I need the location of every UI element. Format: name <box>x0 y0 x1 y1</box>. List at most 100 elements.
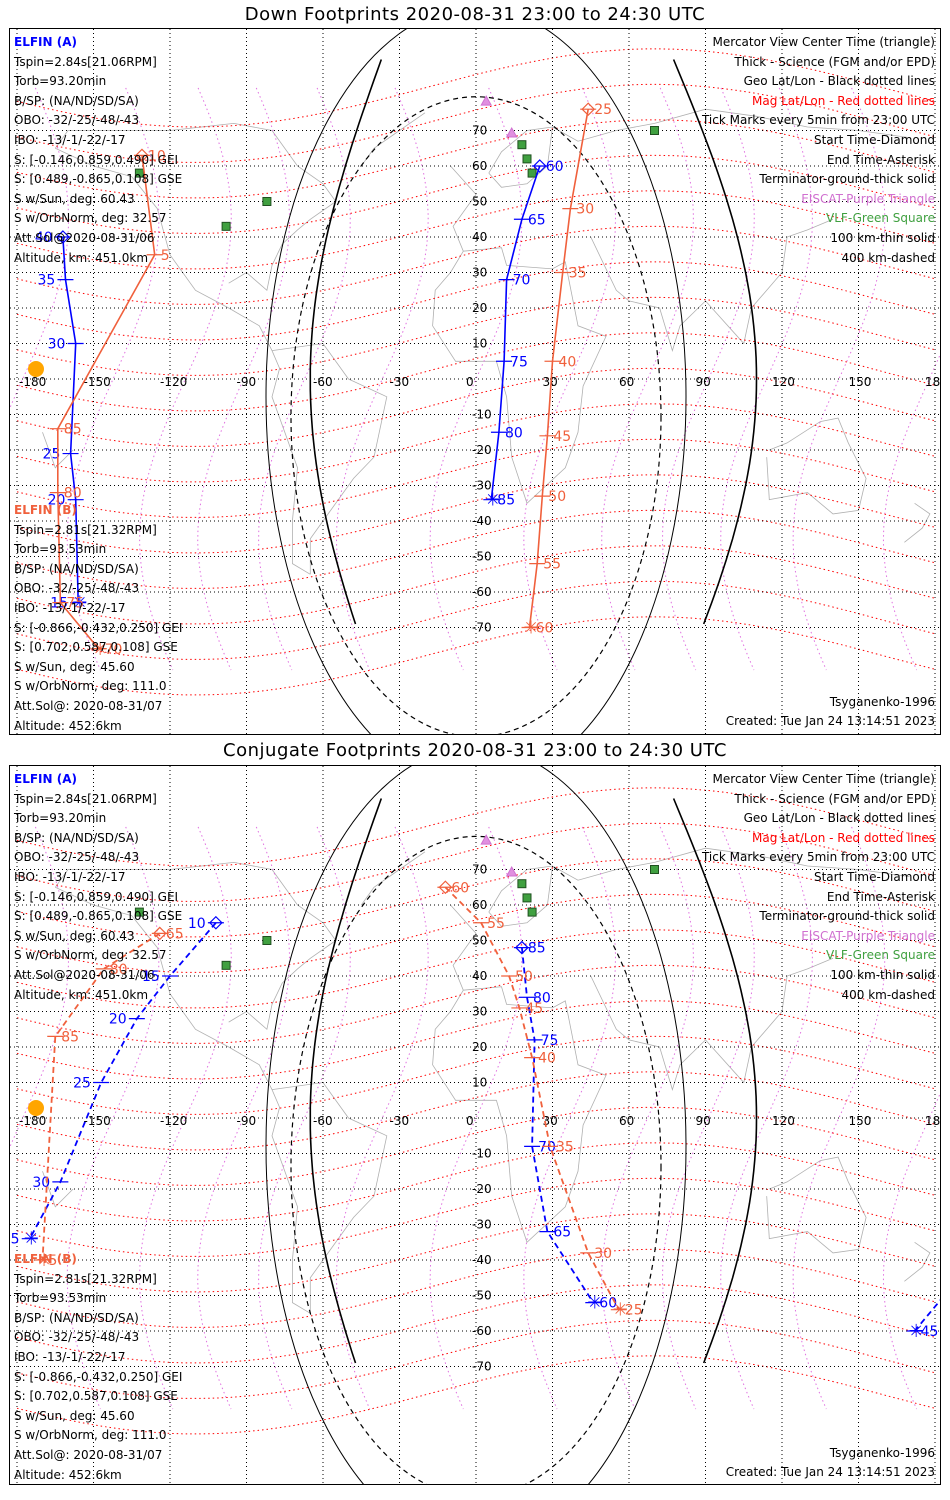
coastline-segment <box>360 851 426 906</box>
elfin-b-s-gse: S: [0.702,0.587,0.108] GSE <box>14 1389 178 1404</box>
track-tick-label: 65 <box>528 212 546 228</box>
vlf-square-icon <box>517 879 527 889</box>
track-b_east <box>528 109 589 628</box>
start-diamond-icon <box>438 880 453 895</box>
track-tick-label: 85 <box>497 493 515 509</box>
model-footer-bottom: Tsyganenko-1996 Created: Tue Jan 24 13:1… <box>726 1444 935 1482</box>
conjugate-footprints-panel: -180-150-120-90-60-300306090120150180706… <box>9 765 941 1485</box>
track-tick-label: 20 <box>48 493 66 509</box>
vlf-square-icon <box>221 960 231 970</box>
legend-bottom: Mercator View Center Time (triangle) Thi… <box>702 770 935 1005</box>
vlf-square-icon <box>522 893 532 903</box>
track-tick-label: 55 <box>543 557 561 573</box>
vlf-square-icon <box>221 221 231 231</box>
vlf-square-icon <box>517 140 527 150</box>
lon-tick-label: 120 <box>772 375 795 389</box>
track-tick-label: 10 <box>148 148 166 164</box>
track-tick-label: 40 <box>35 230 53 246</box>
elfin-a-info-top: ELFIN (A) Tspin=2.84s[21.06RPM] Torb=93.… <box>14 33 182 268</box>
lon-tick-label: 90 <box>696 1114 711 1128</box>
track-tick-label: 70 <box>105 642 123 658</box>
lon-tick-label: 0 <box>466 1114 474 1128</box>
elfin-a-s-gse: S: [0.489,-0.865,0.108] GSE <box>14 172 183 187</box>
terminator-west <box>309 798 383 1364</box>
end-asterisk-icon: ✳ <box>909 1321 924 1342</box>
start-diamond-icon <box>135 148 149 163</box>
track-a_west <box>62 236 79 603</box>
vlf-square-icon <box>527 168 537 178</box>
lon-tick-label: 60 <box>619 1114 634 1128</box>
created-timestamp: Created: Tue Jan 24 13:14:51 2023 <box>725 714 935 728</box>
elfin-a-attsol: Att.Sol@2020-08-31/06 <box>14 230 155 245</box>
elfin-a-info-bottom: ELFIN (A) Tspin=2.84s[21.06RPM] Torb=93.… <box>14 770 182 1005</box>
lat-tick-label: 50 <box>472 195 487 209</box>
elfin-b-altitude: Altitude: 452.6km <box>14 718 122 733</box>
lat-tick-label: 30 <box>472 266 487 280</box>
lat-tick-label: 70 <box>472 863 487 877</box>
track-tick-label: 35 <box>569 266 587 282</box>
vlf-square-icon <box>134 168 144 178</box>
track-tick-label: 10 <box>188 916 206 932</box>
lon-tick-label: -30 <box>390 375 410 389</box>
down-footprints-panel: -180 -150 -120 -90 -60 -30 0 30 60 90 120 150 180 70 6… <box>9 28 941 735</box>
end-asterisk-icon: ✳ <box>613 1300 628 1321</box>
elfin-a-torb: Torb=93.20min <box>14 74 107 89</box>
end-asterisk-icon: ✳ <box>93 639 108 660</box>
lat-tick-label: 10 <box>472 1076 487 1090</box>
track-tick-label: 35 <box>10 1232 20 1248</box>
eiscat-triangle-icon <box>480 95 493 106</box>
legend-geo-grid: Geo Lat/Lon - Black dotted lines <box>743 811 935 826</box>
track-tick-label: 75 <box>510 354 528 370</box>
elfin-b-ibo: IBO: -13/-1/-22/-17 <box>14 600 126 615</box>
coastline-segment <box>42 432 74 469</box>
vlf-square-icon <box>262 936 272 945</box>
track-tick-label: 60 <box>536 621 554 637</box>
track-tick-label: 25 <box>73 1076 91 1092</box>
lon-tick-label: -180 <box>19 1114 46 1128</box>
track-tick-label: 40 <box>559 354 577 370</box>
lat-tick-label: 30 <box>472 1005 487 1019</box>
elfin-a-s-sun: S w/Sun, deg: 60.43 <box>14 191 135 206</box>
track-b_west <box>41 932 161 1261</box>
elfin-a-obo: OBO: -32/-25/-48/-43 <box>14 113 140 128</box>
legend-vlf: VLF-Green Square <box>826 211 935 226</box>
lat-tick-label: -10 <box>472 1147 492 1161</box>
lon-tick-label: 180 <box>925 1114 941 1128</box>
bottom-panel-title: Conjugate Footprints 2020-08-31 23:00 to… <box>223 740 727 761</box>
track-tick-label: 50 <box>548 489 566 505</box>
elfin-b-bsp: B/SP: (NA/ND/SD/SA) <box>14 561 139 576</box>
track-tick-label: 85 <box>528 941 546 957</box>
lat-tick-label: -60 <box>472 1324 492 1338</box>
sun-icon <box>28 1100 44 1116</box>
top-panel-title: Down Footprints 2020-08-31 23:00 to 24:3… <box>244 4 706 25</box>
legend-tick-marks: Tick Marks every 5min from 23:00 UTC <box>701 113 935 128</box>
track-tick-label: 15 <box>142 969 160 985</box>
legend-eiscat: EISCAT-Purple Triangle <box>801 928 935 943</box>
track-tick-label: 55 <box>487 916 505 932</box>
start-diamond-icon <box>209 915 223 930</box>
coastline-segment <box>271 1082 388 1314</box>
lat-tick-label: 10 <box>472 337 487 351</box>
lat-tick-label: -10 <box>472 408 492 422</box>
footprint-tracks: 858075706560✳6055504540353025✳1015202530… <box>10 880 940 1342</box>
mag-meridian-line <box>523 87 617 671</box>
elfin-a-ibo: IBO: -13/-1/-22/-17 <box>14 132 126 147</box>
lat-tick-label: 40 <box>472 969 487 983</box>
axis-labels: -180-150-120-90-60-300306090120150180706… <box>19 863 941 1374</box>
coastline-segment <box>271 343 388 575</box>
lat-tick-label: -20 <box>472 1182 492 1196</box>
lat-tick-label: -60 <box>472 585 492 599</box>
lat-tick-label: 70 <box>472 124 487 138</box>
legend-terminator: Terminator-ground-thick solid <box>759 909 935 924</box>
elfin-a-s-sun: S w/Sun, deg: 60.43 <box>14 928 135 943</box>
lon-tick-label: -150 <box>84 375 111 389</box>
elfin-b-s-sun: S w/Sun, deg: 45.60 <box>14 659 135 674</box>
lon-tick-label: 60 <box>619 375 634 389</box>
coastline-segment <box>55 147 311 575</box>
mag-meridian-line <box>523 826 617 1410</box>
vlf-square-icon <box>134 907 144 917</box>
track-tick-label: 80 <box>533 990 551 1006</box>
coastline-segment <box>488 847 910 913</box>
elfin-b-s-orb: S w/OrbNorm, deg: 111.0 <box>14 1428 167 1443</box>
end-asterisk-icon: ✳ <box>37 1250 52 1271</box>
